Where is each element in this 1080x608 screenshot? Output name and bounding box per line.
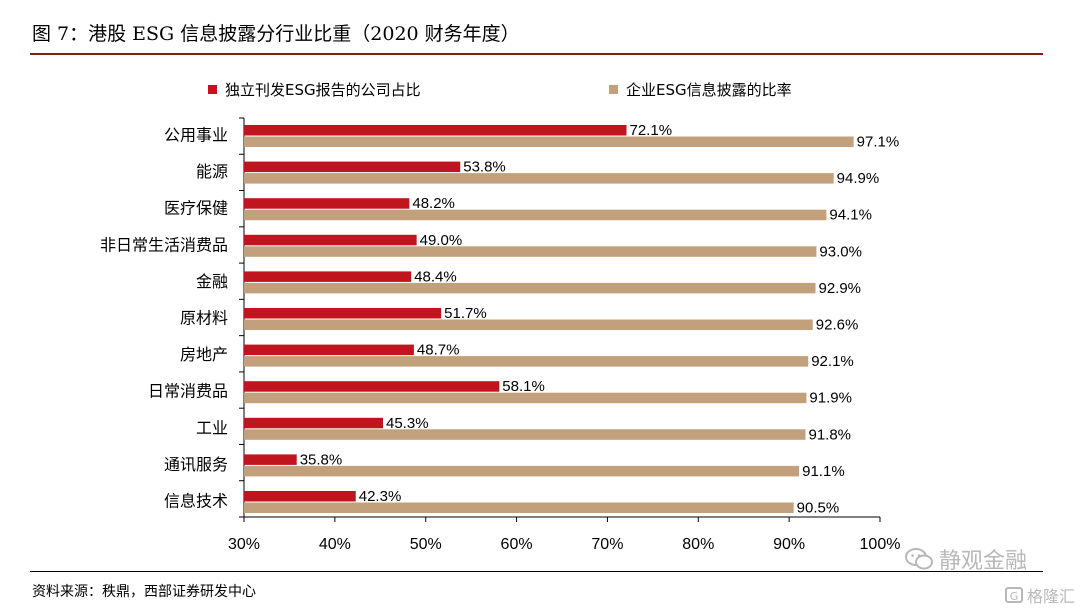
category-label: 能源 [196, 162, 228, 181]
bar-disclosure-rate [244, 356, 809, 367]
data-label-disclosure-rate: 92.9% [818, 280, 861, 297]
figure-title: 图 7：港股 ESG 信息披露分行业比重（2020 财务年度） [32, 23, 520, 45]
data-label-independent-report: 48.4% [414, 268, 457, 285]
bar-independent-report [244, 271, 412, 282]
data-label-independent-report: 45.3% [386, 415, 429, 432]
category-label: 通讯服务 [164, 455, 228, 474]
data-label-disclosure-rate: 90.5% [797, 500, 840, 517]
bar-independent-report [244, 491, 356, 502]
data-label-independent-report: 53.8% [463, 159, 506, 176]
x-tick-label: 100% [860, 536, 901, 553]
data-label-disclosure-rate: 91.1% [802, 463, 845, 480]
x-tick-label: 30% [228, 536, 260, 553]
data-label-disclosure-rate: 94.9% [837, 170, 880, 187]
bar-independent-report [244, 454, 297, 465]
bar-disclosure-rate [244, 209, 827, 221]
data-label-independent-report: 72.1% [630, 122, 673, 139]
x-tick-label: 80% [682, 536, 714, 553]
data-label-independent-report: 58.1% [502, 378, 545, 395]
watermark-sub-text: 格隆汇 [1027, 587, 1076, 606]
source-note: 资料来源：秩鼎，西部证券研发中心 [32, 584, 256, 600]
category-label: 公用事业 [164, 126, 228, 145]
bar-independent-report [244, 234, 417, 246]
watermark-sub: G 格隆汇 [1005, 583, 1075, 607]
legend-swatch-2 [609, 85, 618, 94]
bar-disclosure-rate [244, 246, 817, 257]
category-label: 原材料 [180, 309, 228, 328]
data-label-independent-report: 35.8% [300, 451, 343, 468]
category-label: 金融 [196, 272, 228, 291]
bar-disclosure-rate [244, 136, 854, 147]
bar-independent-report [244, 308, 442, 319]
data-label-disclosure-rate: 91.9% [809, 390, 852, 407]
bar-disclosure-rate [244, 173, 834, 184]
x-tick-label: 60% [501, 536, 533, 553]
category-label: 信息技术 [164, 492, 228, 511]
bar-independent-report [244, 417, 384, 429]
bar-independent-report [244, 198, 410, 209]
data-label-disclosure-rate: 92.6% [816, 317, 859, 334]
bar-disclosure-rate [244, 319, 813, 330]
category-label: 日常消费品 [148, 382, 228, 401]
bar-disclosure-rate [244, 465, 800, 477]
x-tick-label: 40% [319, 536, 351, 553]
data-label-disclosure-rate: 97.1% [857, 134, 900, 151]
watermark: 静观金融 [905, 543, 1027, 575]
x-tick-label: 70% [591, 536, 623, 553]
category-label: 医疗保健 [164, 199, 228, 218]
data-label-independent-report: 48.7% [417, 342, 460, 359]
data-label-independent-report: 48.2% [412, 195, 455, 212]
legend-label-1: 独立刊发ESG报告的公司占比 [225, 81, 421, 99]
x-tick-label: 50% [410, 536, 442, 553]
data-label-independent-report: 42.3% [359, 488, 402, 505]
category-label: 非日常生活消费品 [100, 235, 228, 254]
bar-independent-report [244, 161, 461, 173]
wechat-icon [905, 548, 933, 570]
title-rule [30, 53, 1043, 55]
data-label-disclosure-rate: 91.8% [808, 426, 851, 443]
data-label-disclosure-rate: 94.1% [829, 207, 872, 224]
category-label: 工业 [196, 418, 228, 437]
legend-swatch-1 [208, 85, 217, 94]
legend-label-2: 企业ESG信息披露的比率 [626, 81, 792, 99]
bar-disclosure-rate [244, 502, 794, 513]
bar-disclosure-rate [244, 429, 806, 440]
bar-independent-report [244, 125, 627, 136]
gelonghui-icon: G [1005, 587, 1023, 603]
data-label-independent-report: 51.7% [444, 305, 487, 322]
x-tick-label: 90% [773, 536, 805, 553]
data-label-disclosure-rate: 92.1% [811, 353, 854, 370]
bar-independent-report [244, 381, 500, 392]
bar-disclosure-rate [244, 282, 816, 294]
category-label: 房地产 [180, 345, 228, 364]
bar-independent-report [244, 344, 414, 356]
footer-rule [30, 571, 1043, 572]
watermark-text: 静观金融 [939, 549, 1028, 574]
data-label-disclosure-rate: 93.0% [819, 243, 862, 260]
data-label-independent-report: 49.0% [420, 232, 463, 249]
bar-disclosure-rate [244, 392, 807, 404]
